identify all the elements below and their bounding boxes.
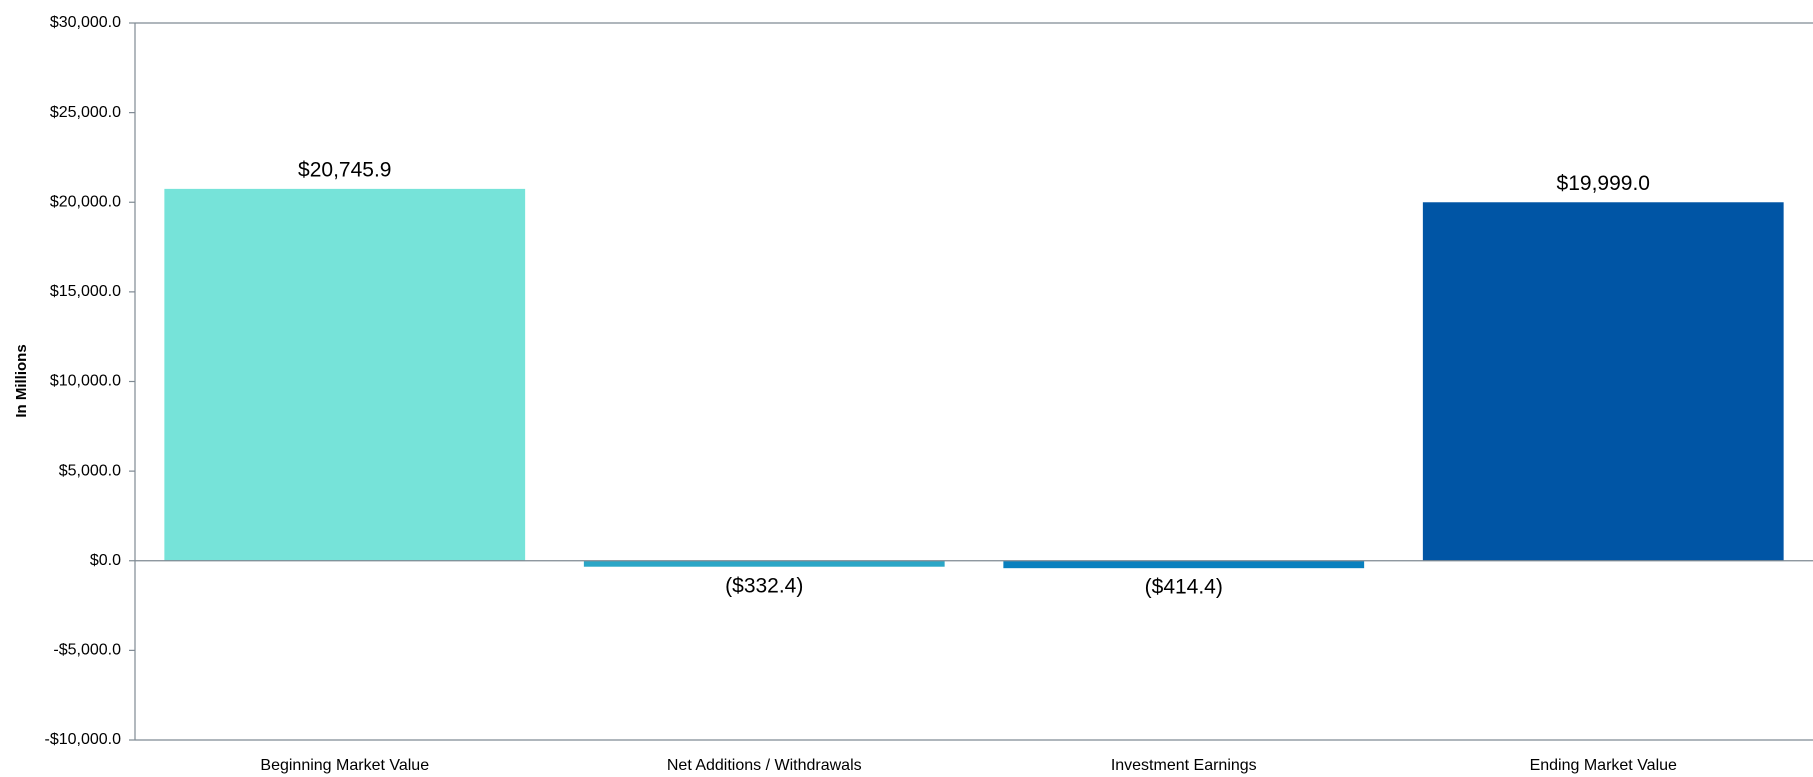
y-axis-label: In Millions [13, 344, 30, 417]
x-tick-label: Investment Earnings [1111, 757, 1257, 774]
bar [1422, 202, 1784, 561]
value-label: ($332.4) [725, 574, 803, 597]
value-label: $20,745.9 [298, 158, 391, 181]
y-tick-label: $15,000.0 [50, 283, 121, 300]
value-label: $19,999.0 [1557, 172, 1650, 195]
bar [1003, 560, 1365, 569]
x-tick-label: Ending Market Value [1530, 757, 1677, 774]
y-tick-label: -$5,000.0 [53, 642, 121, 659]
y-tick-label: $25,000.0 [50, 104, 121, 121]
y-tick-label: -$10,000.0 [44, 731, 121, 748]
y-tick-label: $30,000.0 [50, 14, 121, 31]
bar [164, 188, 526, 561]
y-tick-label: $10,000.0 [50, 373, 121, 390]
value-label: ($414.4) [1145, 576, 1223, 599]
y-tick-label: $20,000.0 [50, 193, 121, 210]
y-tick-label: $5,000.0 [59, 462, 121, 479]
x-tick-label: Beginning Market Value [260, 757, 429, 774]
bar [583, 560, 945, 567]
x-tick-label: Net Additions / Withdrawals [667, 757, 862, 774]
y-tick-label: $0.0 [90, 552, 121, 569]
